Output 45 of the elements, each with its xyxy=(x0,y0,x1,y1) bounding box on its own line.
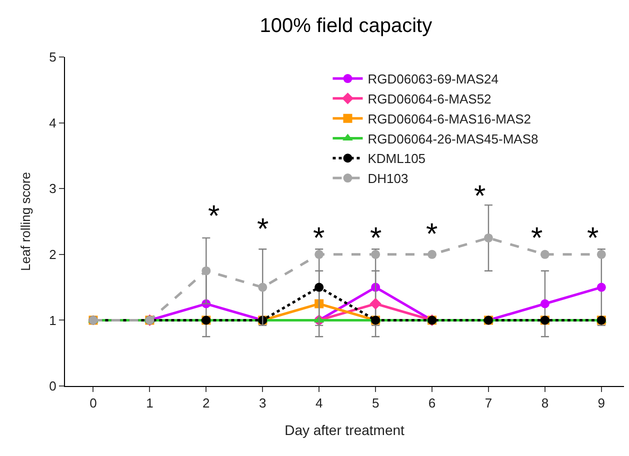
y-tick-label: 5 xyxy=(49,50,56,65)
x-axis-title: Day after treatment xyxy=(284,422,405,438)
annotation: * xyxy=(257,213,269,246)
annotation: * xyxy=(531,222,543,255)
legend-label: KDML105 xyxy=(368,151,426,166)
x-tick-label: 8 xyxy=(541,396,549,411)
point xyxy=(314,250,324,259)
annotation: * xyxy=(587,222,599,255)
y-tick-label: 3 xyxy=(49,181,56,196)
annotation: * xyxy=(370,222,382,255)
point xyxy=(202,266,211,276)
x-tick-label: 6 xyxy=(428,396,436,411)
point xyxy=(596,250,606,259)
point xyxy=(314,282,324,292)
x-tick-label: 3 xyxy=(259,396,266,411)
y-tick-label: 4 xyxy=(49,115,56,130)
legend-label: RGD06063-69-MAS24 xyxy=(368,72,499,87)
x-tick-label: 0 xyxy=(90,396,97,411)
annotation: * xyxy=(426,218,438,251)
point xyxy=(428,250,437,259)
y-axis-title: Leaf rolling score xyxy=(18,172,34,271)
x-tick-label: 2 xyxy=(202,396,210,411)
x-tick-label: 4 xyxy=(315,396,323,411)
point xyxy=(540,299,550,308)
x-tick-label: 9 xyxy=(598,396,606,411)
point xyxy=(371,250,380,259)
annotation: * xyxy=(208,200,220,233)
y-tick-label: 1 xyxy=(49,312,56,328)
legend-label: RGD06064-6-MAS16-MAS2 xyxy=(368,111,532,126)
chart-title: 100% field capacity xyxy=(260,15,432,38)
annotation: * xyxy=(474,180,486,213)
y-tick-label: 0 xyxy=(49,378,56,394)
x-tick-label: 7 xyxy=(484,396,492,411)
point xyxy=(596,282,606,292)
y-tick-label: 2 xyxy=(49,246,56,262)
legend-label: RGD06064-6-MAS52 xyxy=(368,92,492,106)
point xyxy=(370,298,382,310)
point xyxy=(540,250,550,259)
point xyxy=(258,282,268,292)
legend-label: DH103 xyxy=(368,171,408,186)
x-tick-label: 5 xyxy=(372,396,380,411)
legend-label: RGD06064-26-MAS45-MAS8 xyxy=(368,131,538,146)
x-tick-label: 1 xyxy=(146,396,154,411)
annotation: * xyxy=(313,222,325,255)
point xyxy=(484,233,493,242)
